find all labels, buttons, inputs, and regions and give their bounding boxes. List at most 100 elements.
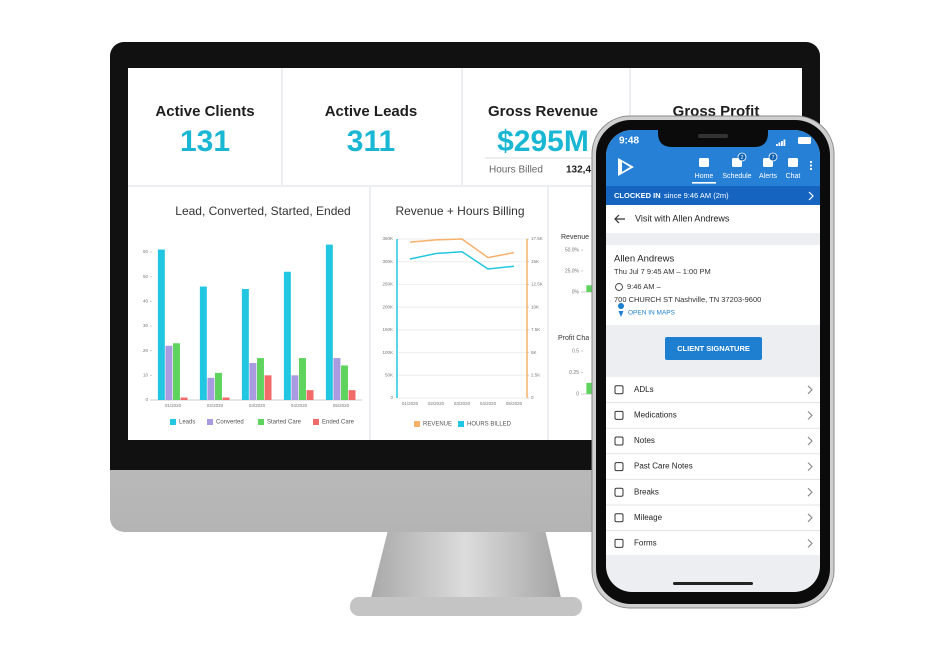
- menu-label: Medications: [634, 411, 677, 420]
- bar: [283, 271, 291, 400]
- bar: [306, 390, 314, 400]
- chevron: [808, 191, 814, 201]
- menu-label: Mileage: [634, 513, 663, 522]
- visit-schedule: Thu Jul 7 9:45 AM – 1:00 PM: [614, 267, 711, 276]
- y-tick-label: 50K: [385, 372, 393, 377]
- stat-value: $295M: [497, 125, 589, 158]
- y-tick-label: 0.5: [572, 348, 579, 354]
- badge: [768, 152, 778, 162]
- bar: [222, 397, 230, 400]
- y-tick-label: 25.0%: [565, 268, 580, 274]
- badge-count: 7: [771, 155, 774, 161]
- clocked-label: CLOCKED IN: [614, 191, 661, 200]
- legend-label: REVENUE: [423, 422, 452, 428]
- legend-swatch: [414, 421, 420, 427]
- more-dot[interactable]: [809, 160, 813, 164]
- visit-card: [606, 245, 820, 325]
- clock-in: 9:46 AM –: [627, 282, 662, 291]
- bar: [173, 343, 180, 400]
- bar: [299, 358, 306, 400]
- legend-label: Started Care: [267, 420, 302, 426]
- nav-icon[interactable]: [699, 158, 709, 167]
- menu-icon: [614, 462, 624, 472]
- x-tick-label: 05/2020: [333, 403, 350, 408]
- menu-label: ADLs: [634, 385, 654, 394]
- y2-tick-label: 5K: [531, 350, 537, 355]
- nav-label: Chat: [786, 173, 801, 180]
- battery: [798, 137, 811, 144]
- stat-label: Active Leads: [325, 103, 418, 120]
- more-dot[interactable]: [809, 164, 813, 167]
- y2-tick-label: 12.5K: [531, 282, 543, 287]
- menu-icon: [614, 538, 624, 548]
- back-arrow[interactable]: [614, 214, 625, 224]
- series-line: [409, 250, 515, 270]
- menu-label: Forms: [634, 539, 657, 548]
- legend-swatch: [207, 419, 213, 425]
- chart-title: Profit Cha: [558, 335, 589, 342]
- menu-icon: [614, 410, 624, 420]
- nav-underline: [692, 182, 716, 184]
- card: [128, 68, 281, 185]
- x-tick-label: 03/2020: [454, 401, 471, 406]
- chart-title: Revenue + Hours Billing: [395, 204, 524, 218]
- x-tick-label: 02/2020: [428, 401, 445, 406]
- menu-icon: [614, 487, 624, 497]
- app-logo: [618, 158, 634, 176]
- chevron: [807, 487, 813, 497]
- stat-value: 311: [347, 125, 395, 158]
- y-tick-label: 0%: [572, 289, 580, 295]
- y-tick-label: 100K: [382, 350, 393, 355]
- nav-icon[interactable]: [788, 158, 798, 167]
- menu-label: Notes: [634, 436, 655, 445]
- nav-label: Alerts: [759, 173, 777, 180]
- x-tick-label: 05/2020: [506, 401, 523, 406]
- y2-tick-label: 0: [531, 395, 534, 400]
- chevron: [807, 462, 813, 471]
- signal-bar: [781, 141, 783, 146]
- legend-swatch: [258, 419, 264, 425]
- bar: [249, 363, 257, 400]
- chevron: [807, 513, 813, 523]
- menu-icon: [614, 436, 624, 446]
- nav-label: Schedule: [722, 173, 751, 180]
- series-line: [409, 238, 515, 259]
- y2-tick-label: 17.5K: [531, 236, 543, 241]
- y-tick-label: 200K: [382, 304, 393, 309]
- badge: [737, 152, 747, 162]
- y-tick-label: 0: [576, 391, 579, 397]
- stat-value: 131: [180, 125, 230, 158]
- menu-list: [606, 377, 820, 555]
- more-dot[interactable]: [809, 167, 813, 171]
- y2-tick-label: 2.5K: [531, 372, 540, 377]
- signal-bar: [783, 139, 786, 146]
- legend-swatch: [170, 419, 176, 425]
- legend-label: HOURS BILLED: [467, 422, 512, 428]
- sub-label: Hours Billed: [489, 165, 543, 176]
- bar: [348, 390, 356, 400]
- bar: [291, 375, 299, 400]
- maps-link[interactable]: OPEN IN MAPS: [628, 310, 676, 317]
- y2-tick-label: 15K: [531, 259, 539, 264]
- monitor-stand: [370, 530, 562, 602]
- x-tick-label: 01/2020: [402, 401, 419, 406]
- clock-icon: [615, 283, 623, 291]
- y-tick-label: 250K: [382, 282, 393, 287]
- bar: [241, 289, 249, 400]
- menu-label: Breaks: [634, 487, 659, 496]
- stat-label: Gross Revenue: [488, 103, 598, 120]
- y-tick-label: 20: [143, 348, 149, 353]
- bar: [333, 358, 341, 400]
- menu-icon: [614, 513, 624, 523]
- pin-icon: [618, 303, 625, 317]
- clocked-bar: [606, 186, 820, 205]
- x-tick-label: 04/2020: [291, 403, 308, 408]
- signature-button[interactable]: [665, 337, 762, 360]
- chevron: [807, 539, 813, 548]
- menu-icon: [614, 385, 624, 395]
- legend-label: Converted: [216, 420, 244, 426]
- bar: [165, 345, 173, 400]
- bar: [180, 397, 188, 400]
- bar: [199, 286, 207, 400]
